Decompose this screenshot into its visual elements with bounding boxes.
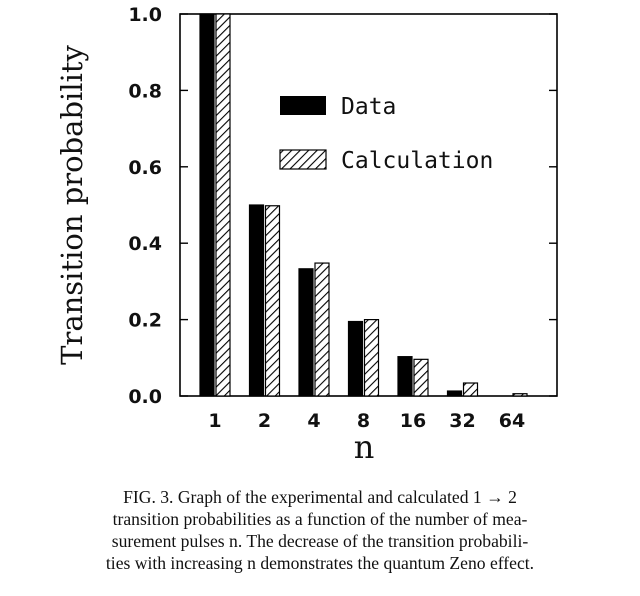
caption-line: transition probabilities as a function o… <box>112 509 528 529</box>
y-tick-label: 0.0 <box>128 386 162 408</box>
y-tick-label: 0.8 <box>128 80 162 102</box>
x-axis-label: n <box>354 428 375 466</box>
bar-calculation <box>413 358 429 397</box>
caption-line: surement pulses n. The decrease of the t… <box>111 531 529 551</box>
caption-line: ties with increasing n demonstrates the … <box>105 553 535 573</box>
x-tick-label: 32 <box>449 410 475 432</box>
figure-caption: FIG. 3. Graph of the experimental and ca… <box>0 486 640 574</box>
bar-data <box>446 390 463 397</box>
bars-group <box>199 13 528 397</box>
x-tick-label: 8 <box>357 410 370 432</box>
bar-data <box>248 204 265 397</box>
legend-label-calculation: Calculation <box>341 148 493 174</box>
bar-calculation <box>462 382 479 397</box>
x-tick-label: 16 <box>400 410 426 432</box>
bar-calculation <box>512 393 528 397</box>
bar-data <box>298 268 314 397</box>
x-tick-label: 2 <box>258 410 271 432</box>
legend-label-data: Data <box>341 94 396 120</box>
x-tick-label: 4 <box>307 410 320 432</box>
bar-data <box>199 13 215 397</box>
x-tick-label: 64 <box>499 410 525 432</box>
legend: Data Calculation <box>279 94 493 174</box>
y-tick-label: 0.2 <box>128 310 162 332</box>
y-tick-label: 0.6 <box>128 157 162 179</box>
bar-calculation <box>264 205 281 397</box>
y-axis: 0.0 0.2 0.4 0.6 0.8 1.0 <box>128 4 557 408</box>
y-axis-label: Transition probability <box>55 44 89 364</box>
legend-swatch-calculation <box>279 149 327 170</box>
x-tick-label: 1 <box>208 410 221 432</box>
bar-data <box>347 320 364 397</box>
caption-line: FIG. 3. Graph of the experimental and ca… <box>123 487 517 507</box>
bar-calculation <box>363 319 380 397</box>
y-tick-label: 1.0 <box>128 4 162 26</box>
bar-data <box>397 356 413 397</box>
legend-swatch-data <box>280 96 326 115</box>
x-axis: 1 2 4 8 16 32 64 <box>208 410 525 432</box>
bar-calculation <box>215 13 231 397</box>
y-tick-label: 0.4 <box>128 233 162 255</box>
bar-chart: 0.0 0.2 0.4 0.6 0.8 1.0 1 2 4 8 16 32 64 n Transiti… <box>55 4 558 466</box>
bar-calculation <box>314 262 330 397</box>
